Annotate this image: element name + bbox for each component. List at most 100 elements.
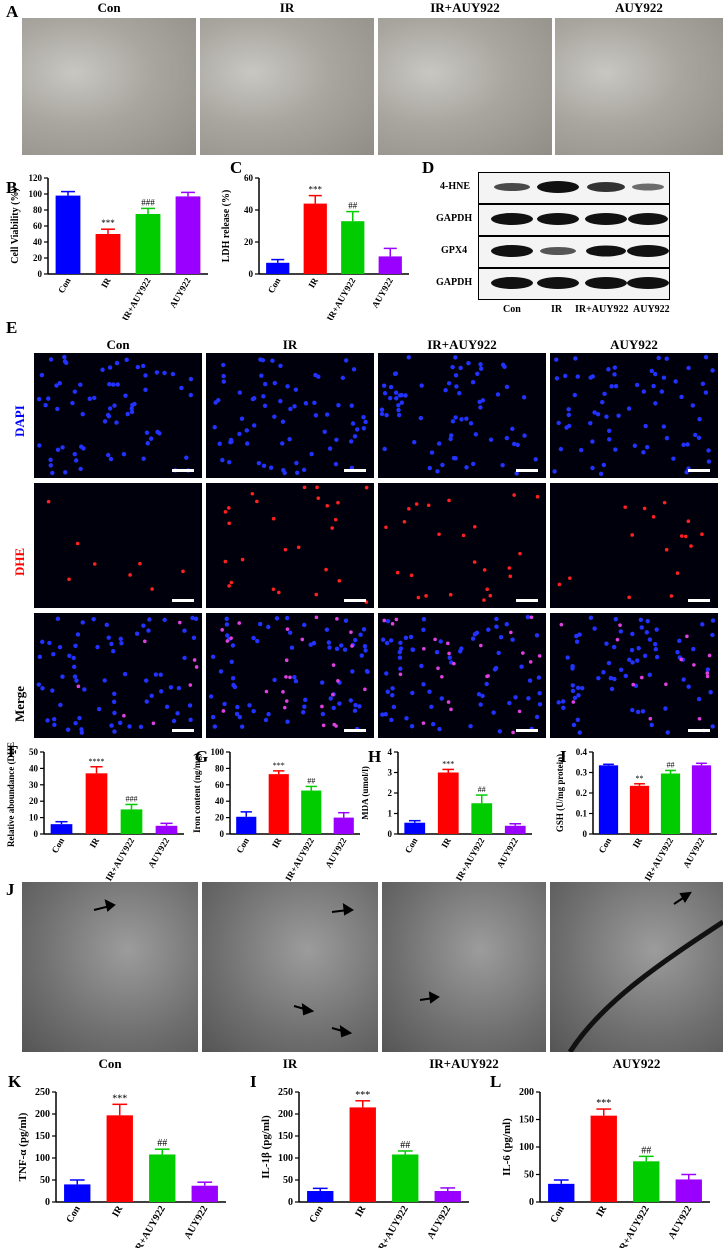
dhe-dot	[436, 666, 440, 671]
nucleus-dot	[193, 616, 199, 622]
nucleus-dot	[352, 434, 358, 439]
dhe-dot	[535, 494, 540, 499]
dhe-dot	[511, 730, 515, 735]
blot-label-gapdh-1: GAPDH	[436, 213, 473, 224]
dhe-dot	[282, 705, 287, 710]
nucleus-dot	[647, 637, 653, 642]
nucleus-dot	[225, 633, 230, 638]
nucleus-dot	[457, 649, 463, 654]
bar-ir-auy922	[149, 1154, 176, 1202]
nucleus-dot	[348, 439, 354, 444]
nucleus-dot	[220, 457, 225, 463]
y-tick-label: 60	[215, 780, 225, 790]
nucleus-dot	[251, 635, 256, 641]
nucleus-dot	[447, 655, 452, 660]
nucleus-dot	[398, 666, 403, 671]
y-axis-label: TNF-α (pg/ml)	[17, 1112, 29, 1181]
nucleus-dot	[577, 632, 582, 637]
nucleus-dot	[190, 615, 195, 621]
nucleus-dot	[693, 432, 698, 438]
nucleus-dot	[388, 638, 394, 643]
x-tick-label: IR	[270, 836, 284, 850]
nucleus-dot	[534, 714, 540, 720]
nucleus-dot	[224, 622, 230, 627]
nucleus-dot	[421, 617, 427, 622]
nucleus-dot	[63, 470, 68, 475]
nucleus-dot	[309, 451, 314, 457]
nucleus-dot	[434, 649, 440, 655]
nucleus-dot	[114, 360, 120, 366]
bar-con	[266, 262, 290, 274]
nucleus-dot	[261, 394, 266, 399]
nucleus-dot	[208, 694, 214, 699]
nucleus-dot	[612, 365, 618, 370]
blot-label-gpx4: GPX4	[441, 245, 468, 256]
nucleus-dot	[618, 629, 623, 634]
chart-iron-content: 0 20 40 60 80 100 Iron content (ng/mg) Con *** IR…	[192, 747, 360, 882]
nucleus-dot	[706, 459, 712, 464]
dhe-dot	[447, 498, 451, 503]
fluor-tile	[550, 613, 718, 738]
bar-ir-auy922	[471, 803, 493, 834]
y-axis-label: LDH release (%)	[221, 190, 232, 263]
dhe-dot	[409, 573, 414, 578]
fluor-tile	[378, 483, 546, 608]
dhe-dot	[461, 533, 466, 538]
nucleus-dot	[612, 372, 617, 377]
y-tick-label: 50	[40, 1175, 50, 1186]
nucleus-dot	[554, 376, 560, 381]
panel-label-a: A	[6, 2, 19, 21]
nucleus-dot	[556, 420, 561, 426]
nucleus-dot	[468, 724, 473, 729]
nucleus-dot	[365, 669, 370, 674]
x-tick-label: IR+AUY922	[283, 836, 316, 882]
nucleus-dot	[351, 367, 357, 372]
nucleus-dot	[521, 395, 527, 400]
nucleus-dot	[361, 414, 366, 420]
nucleus-dot	[592, 410, 597, 415]
nucleus-dot	[343, 358, 349, 363]
nucleus-dot	[681, 442, 686, 447]
nucleus-dot	[359, 653, 364, 658]
nucleus-dot	[590, 374, 596, 379]
dhe-dot	[478, 643, 483, 648]
nucleus-dot	[129, 406, 134, 411]
bar-con	[404, 822, 426, 834]
significance-label: ****	[89, 757, 105, 766]
dhe-dot	[382, 618, 387, 623]
nucleus-dot	[705, 667, 711, 672]
dhe-dot	[390, 622, 395, 626]
dhe-dot	[446, 700, 451, 704]
x-tick-label: Con	[266, 276, 283, 295]
nucleus-dot	[144, 678, 149, 683]
nucleus-dot	[138, 724, 144, 730]
nucleus-dot	[635, 658, 640, 663]
bar-ir	[349, 1107, 376, 1202]
nucleus-dot	[453, 373, 459, 378]
dhe-dot	[559, 622, 564, 627]
nucleus-dot	[527, 678, 533, 683]
y-tick-label: 40	[29, 763, 39, 773]
nucleus-dot	[673, 379, 678, 384]
dhe-dot	[284, 675, 288, 679]
row-label-merge: Merge	[12, 685, 27, 722]
nucleus-dot	[280, 441, 285, 446]
y-tick-label: 150	[278, 1131, 293, 1142]
nucleus-dot	[647, 672, 652, 678]
nucleus-dot	[60, 674, 65, 679]
y-tick-label: 0.2	[576, 788, 588, 798]
significance-label: ##	[348, 201, 358, 211]
nucleus-dot	[358, 632, 363, 637]
nucleus-dot	[515, 442, 520, 448]
dhe-dot	[349, 630, 353, 634]
nucleus-dot	[656, 355, 661, 361]
nucleus-dot	[649, 368, 654, 374]
dhe-dot	[128, 573, 132, 577]
nucleus-dot	[39, 372, 45, 378]
nucleus-dot	[575, 685, 581, 690]
nucleus-dot	[235, 704, 240, 710]
nucleus-dot	[232, 684, 238, 690]
nucleus-dot	[355, 427, 360, 432]
dhe-dot	[446, 641, 450, 646]
bar-auy922	[504, 825, 526, 834]
